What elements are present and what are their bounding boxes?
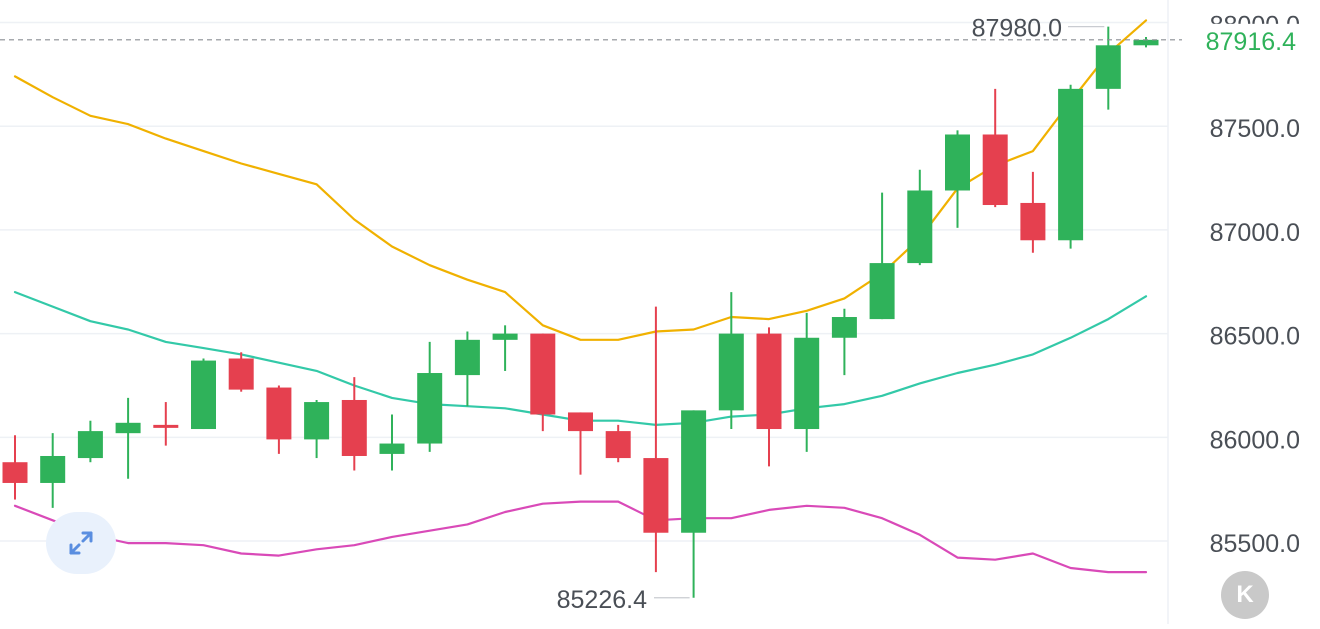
candle-up (454, 331, 480, 407)
candle-down (756, 327, 782, 467)
y-tick-label: 87000.0 (1210, 219, 1300, 247)
y-tick-label: 86500.0 (1210, 323, 1300, 351)
candle-body (907, 190, 933, 264)
y-tick-label: 85500.0 (1210, 530, 1300, 558)
candle-body (982, 134, 1008, 206)
candle-up (907, 169, 933, 266)
candle-up (831, 308, 857, 376)
candle-up (379, 414, 405, 471)
candle-down (643, 306, 669, 573)
candle-body (191, 360, 216, 430)
candle-up (77, 420, 103, 463)
candle-up (417, 341, 443, 452)
candle-up (304, 399, 330, 459)
candle-body (228, 358, 254, 390)
candle-down (266, 385, 292, 454)
candle-body (492, 333, 518, 340)
price-axis: 88000.087500.087000.086500.086000.085500… (1210, 11, 1300, 558)
candle-body (417, 373, 443, 444)
k-icon: K (1236, 581, 1254, 608)
price-markers: 87916.4 87980.0 85226.4 (0, 15, 1306, 614)
candle-up (492, 325, 518, 371)
candle-body (379, 443, 405, 454)
candle-up (945, 130, 970, 228)
candle-body (681, 410, 707, 533)
candle-down (341, 377, 367, 471)
candle-body (718, 333, 744, 411)
candle-body (1095, 45, 1121, 89)
candle-up (1095, 26, 1121, 110)
candle-body (454, 339, 480, 376)
candle-down (605, 424, 631, 463)
candle-body (756, 333, 782, 430)
candle-body (341, 399, 367, 456)
candle-body (643, 458, 669, 533)
candle-body (530, 333, 556, 415)
candle-down (530, 333, 556, 432)
candle-body (77, 431, 103, 459)
candle-body (945, 134, 970, 191)
expand-chart-button[interactable] (46, 512, 116, 574)
candle-down (1020, 171, 1046, 253)
k-mode-button[interactable]: K (1221, 571, 1269, 619)
candle-down (153, 402, 179, 446)
candle-body (153, 424, 179, 428)
y-tick-label: 86000.0 (1210, 426, 1300, 454)
expand-arrows-icon (69, 531, 93, 555)
candle-up (869, 192, 895, 320)
candle-body (266, 387, 292, 440)
candle-body (115, 422, 141, 434)
candle-body (304, 402, 330, 440)
candle-body (605, 431, 631, 459)
candle-up (681, 410, 707, 598)
candle-body (2, 462, 28, 483)
candle-body (40, 455, 66, 483)
candle-up (1133, 37, 1159, 48)
y-tick-label: 87500.0 (1210, 115, 1300, 143)
candle-down (228, 352, 254, 392)
candle-up (115, 397, 141, 479)
moving-average-lines (13, 19, 1148, 574)
candle-up (40, 433, 66, 508)
last-price-label: 87916.4 (1206, 28, 1296, 56)
candle-up (794, 312, 820, 452)
candles (2, 26, 1159, 598)
last-price-tag (1182, 23, 1306, 56)
candle-body (568, 412, 593, 432)
candle-up (1058, 84, 1084, 249)
low-marker-label: 85226.4 (557, 586, 647, 614)
candle-down (2, 435, 28, 500)
candle-body (831, 317, 857, 338)
ma-line-pink (13, 500, 1148, 574)
candle-up (191, 358, 216, 430)
candle-body (1058, 88, 1084, 241)
grid (0, 0, 1169, 624)
candle-down (568, 412, 593, 475)
candle-body (794, 337, 820, 430)
candle-body (869, 263, 895, 320)
candle-up (718, 292, 744, 430)
candle-body (1133, 39, 1159, 46)
high-marker-label: 87980.0 (972, 15, 1062, 43)
ma-line-teal (13, 291, 1148, 426)
ma-line-orange (13, 19, 1148, 341)
candle-body (1020, 202, 1046, 241)
candle-down (982, 88, 1008, 208)
